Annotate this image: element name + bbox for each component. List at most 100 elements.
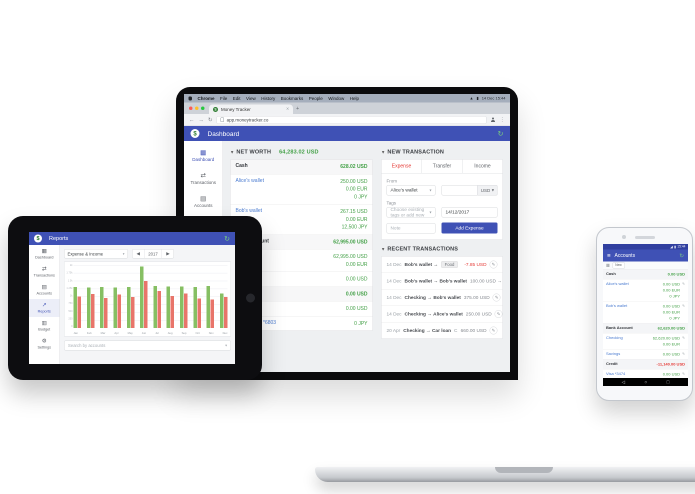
account-row[interactable]: Visa *3474 0.00 USD ✎ [603,370,688,379]
pencil-icon[interactable]: ✎ [682,336,685,341]
sidebar-item-transactions[interactable]: ⇄ Transactions [184,167,223,190]
edit-button[interactable]: ✎ [492,293,501,302]
collapse-icon[interactable]: ▾ [382,246,385,252]
profile-icon[interactable] [491,117,496,122]
account-link[interactable]: Alice's wallet [235,177,264,184]
recent-transactions-header: ▾ RECENT TRANSACTIONS [382,246,502,252]
new-tab-button[interactable]: + [296,105,300,112]
window-zoom-button[interactable] [201,106,205,110]
tags-select[interactable]: Choose existing tags or add new ▾ [386,207,436,218]
pencil-icon[interactable]: ✎ [682,372,685,377]
sidebar-item-dashboard[interactable]: ▦ Dashboard [184,144,223,167]
menu-edit[interactable]: Edit [232,95,241,101]
bar-expense [104,298,108,328]
menu-people[interactable]: People [308,95,323,101]
account-group-row[interactable]: Cash 0.00 USD [603,269,688,280]
account-row[interactable]: Bob's wallet 0.00 USD 0.00 EUR 0 JPY ✎ [603,302,688,324]
edit-button[interactable]: ✎ [494,310,503,318]
tab-close-icon[interactable]: × [286,106,289,113]
account-group-row[interactable]: Bank Account 62,620.00 USD [603,323,688,334]
menu-help[interactable]: Help [349,95,359,101]
currency-select[interactable]: USD ▾ [477,185,498,196]
account-row[interactable]: Alice's wallet 250.00 USD 0.00 EUR 0 JPY [230,174,373,205]
account-row[interactable]: Bob's wallet 267.15 USD 0.00 EUR 12,500 JP… [230,205,373,235]
grid-icon[interactable]: ▦ [606,263,610,268]
sidebar-item-reports[interactable]: ↗ Reports [29,299,60,317]
collapse-icon[interactable]: ▾ [231,149,234,155]
account-group-row[interactable]: Cash 628.02 USD [230,159,373,175]
sidebar-item-settings[interactable]: ⚙ Settings [29,335,60,353]
pencil-icon[interactable]: ✎ [682,282,685,287]
menu-history[interactable]: History [261,95,276,101]
account-link[interactable]: Bob's wallet [235,208,263,214]
edit-button[interactable]: ✎ [489,260,498,269]
sidebar-item-accounts[interactable]: ▤ Accounts [184,190,223,213]
bar-expense [197,298,201,328]
chevron-down-icon: ▾ [429,210,432,215]
reload-icon[interactable]: ↻ [208,117,213,123]
forward-icon[interactable]: → [198,116,205,123]
add-expense-button[interactable]: Add Expense [441,222,498,234]
account-row[interactable]: Alice's wallet 0.00 USD 0.00 EUR 0 JPY ✎ [603,280,688,302]
edit-button[interactable]: ✎ [489,326,498,335]
menu-window[interactable]: Window [328,95,345,101]
nav-back-icon[interactable]: ◁ [621,379,626,385]
browser-menu-icon[interactable]: ⋮ [499,117,506,123]
tag-chip[interactable]: Food [441,261,458,268]
menu-bookmarks[interactable]: Bookmarks [280,95,304,101]
address-bar[interactable]: app.moneytracker.co [216,115,487,124]
refresh-icon[interactable]: ↻ [679,252,684,259]
menu-clock[interactable]: 14 Dec 15:44 [481,96,506,101]
menu-view[interactable]: View [246,95,256,101]
menu-file[interactable]: File [220,95,228,101]
sidebar-item-label: Dashboard [35,255,54,260]
tab-income[interactable]: Income [474,163,491,170]
account-row[interactable]: Savings 0.00 USD ✎ [603,350,688,360]
net-worth-value: 64,283.02 USD [279,149,319,155]
pencil-icon[interactable]: ✎ [682,352,685,357]
account-row[interactable]: Checking 62,620.00 USD 0.00 EUR ✎ [603,334,688,350]
sidebar-item-dashboard[interactable]: ▦ Dashboard [29,245,60,263]
refresh-icon[interactable]: ↻ [224,234,230,243]
transaction-row[interactable]: 20 Apr Checking → Car loan Car loan paym… [382,323,503,339]
apple-icon[interactable] [188,96,192,101]
hamburger-icon[interactable]: ≡ [607,252,611,259]
sidebar-item-accounts[interactable]: ▤ Accounts [29,281,60,299]
pencil-icon[interactable]: ✎ [682,304,685,309]
window-close-button[interactable] [189,106,193,110]
year-value: 2017 [143,249,163,258]
next-year-button[interactable]: ▶ [166,251,170,256]
tab-expense[interactable]: Expense [382,159,422,173]
new-account-button[interactable]: New [612,262,625,269]
amount-input[interactable] [441,185,478,196]
prev-year-button[interactable]: ◀ [136,251,140,256]
tab-transfer[interactable]: Transfer [422,159,463,173]
wifi-icon[interactable]: ▲ [469,96,474,101]
collapse-icon[interactable]: ▾ [382,149,385,155]
back-icon[interactable]: ← [189,116,195,123]
sidebar-item-budget[interactable]: ▥ Budget [29,317,60,335]
bar-income [126,287,131,328]
transaction-row[interactable]: 14 Dec Checking → Bob's wallet 375.00 US… [381,290,503,306]
note-input[interactable]: Note [386,223,436,234]
nav-recents-icon[interactable]: □ [666,379,670,385]
account-group-row[interactable]: Credit -11,140.00 USD [603,359,688,370]
nav-home-icon[interactable]: ○ [644,379,648,385]
transaction-row[interactable]: 14 Dec Bob's wallet → Food -7.85 USD ✎ [381,257,503,273]
bar-income [86,287,91,328]
report-type-select[interactable]: Expense & Income ▾ [64,249,128,259]
y-tick: 1.5k [67,279,73,283]
from-select[interactable]: Alice's wallet ▾ [386,185,436,196]
sidebar-item-transactions[interactable]: ⇄ Transactions [29,263,60,281]
transaction-note: Car loan payment [454,327,458,334]
report-chart-yticks: 2k 1.75k 1.5k 1.25k 1k 750 500 250 0 [66,264,73,328]
browser-tab[interactable]: $ Money Tracker × [209,104,293,114]
window-minimize-button[interactable] [195,106,199,110]
refresh-icon[interactable]: ↻ [497,129,504,138]
battery-icon[interactable]: ▮ [476,96,479,101]
transaction-row[interactable]: 14 Dec Checking → Alice's wallet 250.00 … [381,306,503,323]
account-filter-select[interactable]: Search by accounts ▾ [64,340,231,351]
date-input[interactable]: 14/12/2017 [441,207,498,218]
menu-chrome[interactable]: Chrome [197,95,215,101]
transaction-row[interactable]: 14 Dec Bob's wallet → Bob's wallet 100.0… [381,273,503,290]
